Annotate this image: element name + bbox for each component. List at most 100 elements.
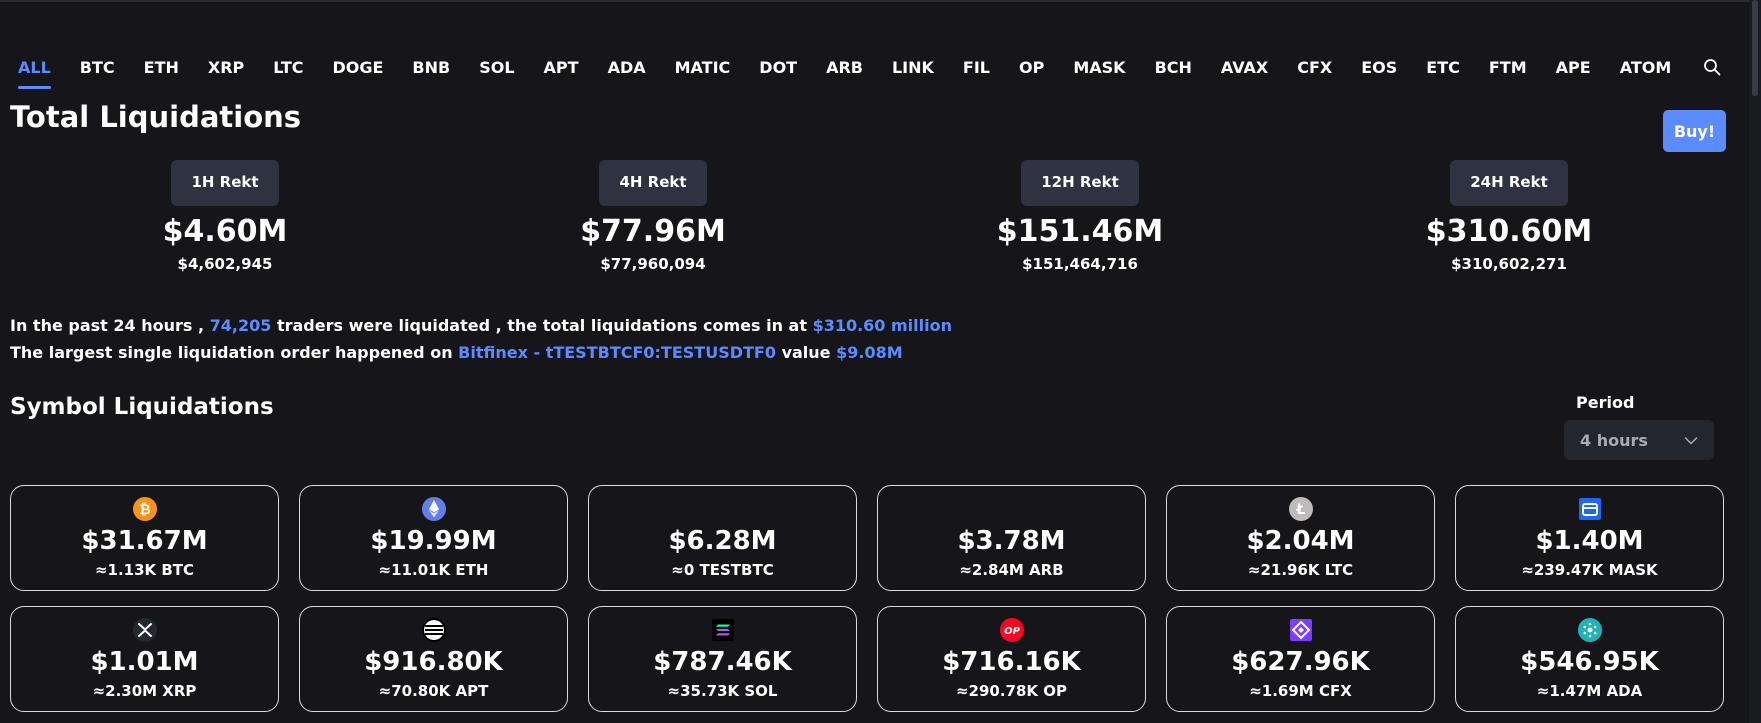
card-amount: $1.01M [90, 647, 199, 677]
tab-op[interactable]: OP [1019, 58, 1045, 77]
tab-eos[interactable]: EOS [1361, 58, 1398, 77]
period-select[interactable]: 4 hours [1564, 420, 1714, 460]
rekt-value: $4.60M [162, 214, 288, 249]
card-amount: $627.96K [1231, 647, 1370, 677]
card-quantity: ≈290.78K OP [955, 682, 1068, 700]
tab-link[interactable]: LINK [891, 58, 934, 77]
tab-matic[interactable]: MATIC [674, 58, 731, 77]
svg-text:Ł: Ł [1295, 502, 1305, 518]
largest-order-value: $9.08M [836, 343, 903, 362]
page-title: Total Liquidations [10, 100, 302, 134]
symbol-card-op[interactable]: OP $716.16K ≈290.78K OP [877, 606, 1146, 712]
card-quantity: ≈1.47M ADA [1536, 682, 1643, 700]
svg-text:₿: ₿ [139, 502, 150, 518]
svg-text:OP: OP [1004, 626, 1021, 637]
tab-avax[interactable]: AVAX [1220, 58, 1269, 77]
card-amount: $546.95K [1520, 647, 1659, 677]
symbol-card-sol[interactable]: $787.46K ≈35.73K SOL [588, 606, 857, 712]
card-quantity: ≈21.96K LTC [1247, 561, 1354, 579]
summary-text: The largest single liquidation order hap… [10, 343, 453, 362]
eth-icon [421, 497, 446, 521]
tab-atom[interactable]: ATOM [1619, 58, 1672, 77]
rekt-exact: $4,602,945 [177, 255, 273, 273]
tab-bnb[interactable]: BNB [412, 58, 451, 77]
card-quantity: ≈239.47K MASK [1521, 561, 1658, 579]
rekt-exact: $77,960,094 [600, 255, 706, 273]
symbol-card-ada[interactable]: $546.95K ≈1.47M ADA [1455, 606, 1724, 712]
btc-icon: ₿ [132, 497, 157, 521]
tab-ape[interactable]: APE [1555, 58, 1591, 77]
rekt-24h: 24H Rekt $310.60M $310,602,271 [1379, 160, 1639, 273]
card-quantity: ≈11.01K ETH [378, 561, 489, 579]
card-quantity: ≈35.73K SOL [667, 682, 778, 700]
card-amount: $19.99M [370, 526, 497, 556]
card-quantity: ≈70.80K APT [378, 682, 489, 700]
tab-ada[interactable]: ADA [607, 58, 646, 77]
rekt-4h: 4H Rekt $77.96M $77,960,094 [523, 160, 783, 273]
summary-line-1: In the past 24 hours , 74,205 traders we… [10, 312, 952, 339]
search-icon[interactable] [1703, 58, 1721, 76]
symbol-card-testbtc[interactable]: $6.28M ≈0 TESTBTC [588, 485, 857, 591]
symbol-card-cfx[interactable]: $627.96K ≈1.69M CFX [1166, 606, 1435, 712]
symbol-card-arb[interactable]: $3.78M ≈2.84M ARB [877, 485, 1146, 591]
scrollbar-thumb[interactable] [1752, 0, 1758, 96]
tab-ltc[interactable]: LTC [273, 58, 304, 77]
period-label: Period [1576, 393, 1635, 412]
rekt-12h: 12H Rekt $151.46M $151,464,716 [950, 160, 1210, 273]
tab-mask[interactable]: MASK [1073, 58, 1126, 77]
ltc-icon: Ł [1288, 497, 1313, 521]
rekt-badge: 24H Rekt [1450, 160, 1568, 206]
symbol-liquidations-title: Symbol Liquidations [10, 394, 274, 420]
tab-fil[interactable]: FIL [962, 58, 990, 77]
cfx-icon [1289, 618, 1313, 642]
card-amount: $6.28M [668, 526, 777, 556]
tab-eth[interactable]: ETH [143, 58, 179, 77]
card-amount: $787.46K [653, 647, 792, 677]
ada-icon [1577, 618, 1602, 642]
tab-dot[interactable]: DOT [759, 58, 798, 77]
symbol-card-eth[interactable]: $19.99M ≈11.01K ETH [299, 485, 568, 591]
card-amount: $3.78M [957, 526, 1066, 556]
total-liquidations: $310.60 million [812, 316, 952, 335]
card-quantity: ≈0 TESTBTC [671, 561, 774, 579]
tab-arb[interactable]: ARB [826, 58, 863, 77]
card-amount: $716.16K [942, 647, 1081, 677]
tab-etc[interactable]: ETC [1426, 58, 1460, 77]
card-amount: $916.80K [364, 647, 503, 677]
card-quantity: ≈1.13K BTC [94, 561, 195, 579]
tab-all[interactable]: ALL [18, 52, 51, 89]
tab-xrp[interactable]: XRP [207, 58, 245, 77]
apt-icon [421, 618, 446, 642]
tab-bch[interactable]: BCH [1154, 58, 1192, 77]
buy-button[interactable]: Buy! [1663, 110, 1726, 152]
tab-sol[interactable]: SOL [479, 58, 515, 77]
tab-apt[interactable]: APT [543, 58, 579, 77]
card-quantity: ≈2.84M ARB [959, 561, 1064, 579]
card-amount: $31.67M [81, 526, 208, 556]
tab-ftm[interactable]: FTM [1488, 58, 1527, 77]
symbol-card-btc[interactable]: ₿ $31.67M ≈1.13K BTC [10, 485, 279, 591]
top-border [0, 0, 1761, 2]
tab-doge[interactable]: DOGE [332, 58, 384, 77]
card-quantity: ≈1.69M CFX [1249, 682, 1352, 700]
tab-cfx[interactable]: CFX [1297, 58, 1333, 77]
rekt-badge: 4H Rekt [599, 160, 707, 206]
liquidation-summary: In the past 24 hours , 74,205 traders we… [10, 312, 952, 366]
symbol-card-apt[interactable]: $916.80K ≈70.80K APT [299, 606, 568, 712]
rekt-1h: 1H Rekt $4.60M $4,602,945 [95, 160, 355, 273]
rekt-value: $310.60M [1425, 214, 1593, 249]
symbol-card-xrp[interactable]: $1.01M ≈2.30M XRP [10, 606, 279, 712]
tab-btc[interactable]: BTC [79, 58, 115, 77]
mask-icon [1578, 497, 1602, 521]
card-amount: $1.40M [1535, 526, 1644, 556]
symbol-card-mask[interactable]: $1.40M ≈239.47K MASK [1455, 485, 1724, 591]
summary-text: traders were liquidated , the total liqu… [276, 316, 807, 335]
sol-icon [711, 618, 735, 642]
page-scrollbar[interactable] [1749, 0, 1761, 723]
rekt-value: $77.96M [580, 214, 726, 249]
symbol-card-ltc[interactable]: Ł $2.04M ≈21.96K LTC [1166, 485, 1435, 591]
exchange-link[interactable]: Bitfinex - tTESTBTCF0:TESTUSDTF0 [458, 343, 776, 362]
card-amount: $2.04M [1246, 526, 1355, 556]
period-value: 4 hours [1580, 430, 1648, 450]
traders-count: 74,205 [209, 316, 272, 335]
